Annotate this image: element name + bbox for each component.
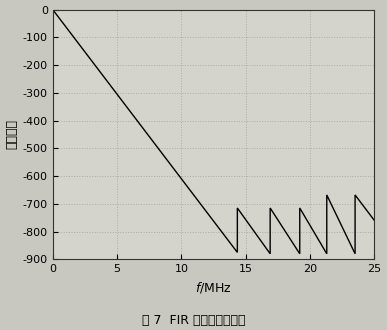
Y-axis label: 相位／度: 相位／度 — [5, 119, 19, 149]
Text: 图 7  FIR 滤波器的相频图: 图 7 FIR 滤波器的相频图 — [142, 314, 245, 327]
X-axis label: $f$/MHz: $f$/MHz — [195, 280, 232, 295]
